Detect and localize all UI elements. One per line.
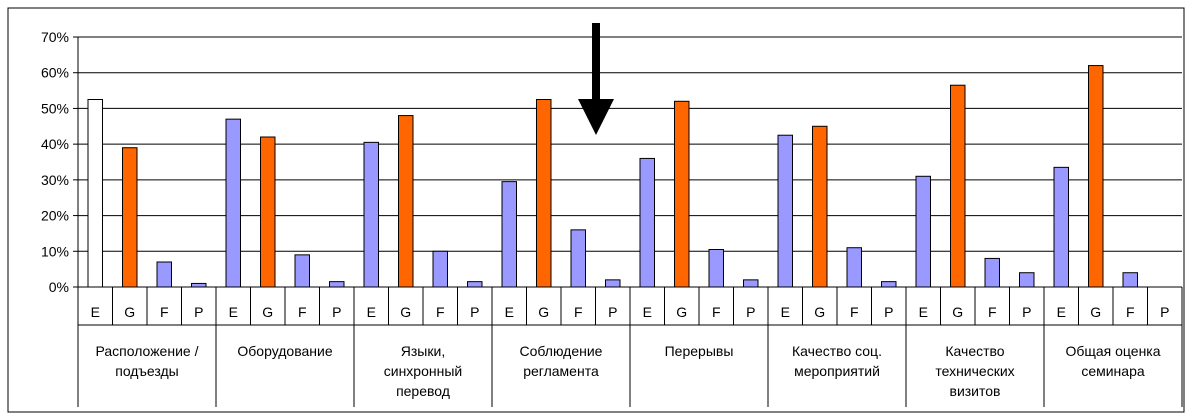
bars bbox=[87, 65, 1138, 288]
x-subcategory-label: G bbox=[262, 304, 273, 320]
x-subcategory-label: P bbox=[1160, 304, 1169, 320]
x-subcategory-label: F bbox=[574, 304, 583, 320]
x-category-label: технических bbox=[935, 363, 1014, 379]
bar bbox=[570, 229, 586, 288]
bar bbox=[156, 261, 172, 288]
x-subcategory-label: F bbox=[160, 304, 169, 320]
bar bbox=[984, 257, 1000, 288]
x-subcategory-label: F bbox=[1126, 304, 1135, 320]
bar bbox=[605, 279, 621, 288]
x-subcategory-label: G bbox=[124, 304, 135, 320]
bar bbox=[329, 281, 345, 288]
bar bbox=[122, 147, 138, 288]
x-subcategory-label: F bbox=[712, 304, 721, 320]
x-subcategory-label: G bbox=[814, 304, 825, 320]
bar bbox=[1122, 272, 1138, 288]
x-category-label: синхронный bbox=[384, 363, 462, 379]
y-tick-label: 40% bbox=[41, 136, 69, 152]
bar bbox=[1088, 65, 1104, 288]
down-arrow-shaft bbox=[592, 23, 600, 99]
y-tick-label: 50% bbox=[41, 100, 69, 116]
x-subcategory-label: P bbox=[884, 304, 893, 320]
x-category-label: Качество bbox=[945, 343, 1004, 359]
x-category-label: регламента bbox=[523, 363, 599, 379]
x-subcategory-label: E bbox=[367, 304, 376, 320]
x-category-label: Языки, bbox=[401, 343, 445, 359]
x-category-label: подъезды bbox=[115, 363, 179, 379]
x-subcategory-label: E bbox=[919, 304, 928, 320]
bar bbox=[881, 281, 897, 288]
x-category-label: Качество соц. bbox=[792, 343, 882, 359]
bar bbox=[432, 250, 448, 288]
bar bbox=[398, 115, 414, 288]
bar bbox=[363, 141, 379, 288]
x-subcategory-label: P bbox=[332, 304, 341, 320]
y-tick-label: 70% bbox=[41, 29, 69, 45]
bar bbox=[743, 279, 759, 288]
bar bbox=[674, 100, 690, 288]
x-subcategory-label: P bbox=[1022, 304, 1031, 320]
x-category-label: перевод bbox=[396, 383, 450, 399]
y-tick-label: 0% bbox=[49, 279, 69, 295]
x-subcategory-label: P bbox=[470, 304, 479, 320]
x-category-label: Оборудование bbox=[237, 343, 332, 359]
x-subcategory-label: E bbox=[1057, 304, 1066, 320]
bar bbox=[87, 99, 103, 288]
x-category-label: Перерывы bbox=[665, 343, 734, 359]
x-subcategory-label: G bbox=[676, 304, 687, 320]
x-subcategory-label: G bbox=[538, 304, 549, 320]
bar bbox=[846, 247, 862, 288]
x-category-label: визитов bbox=[950, 383, 1001, 399]
x-axis: E G F P Расположение / подъезды E G F P Оборудован… bbox=[77, 286, 1183, 407]
bar bbox=[915, 175, 931, 288]
x-category-label: мероприятий bbox=[794, 363, 880, 379]
bar bbox=[1019, 272, 1035, 288]
x-subcategory-label: E bbox=[781, 304, 790, 320]
y-tick-label: 60% bbox=[41, 65, 69, 81]
bar bbox=[536, 99, 552, 288]
bar bbox=[812, 125, 828, 288]
x-subcategory-label: F bbox=[988, 304, 997, 320]
y-tick-label: 10% bbox=[41, 243, 69, 259]
bar bbox=[225, 118, 241, 288]
x-subcategory-label: E bbox=[91, 304, 100, 320]
x-subcategory-label: P bbox=[194, 304, 203, 320]
x-subcategory-label: F bbox=[850, 304, 859, 320]
bar bbox=[260, 136, 276, 288]
x-category-label: Общая оценка bbox=[1065, 343, 1160, 359]
y-tick-label: 30% bbox=[41, 172, 69, 188]
x-category-label: Расположение / bbox=[96, 343, 199, 359]
bar bbox=[950, 84, 966, 288]
bar bbox=[708, 249, 724, 288]
x-subcategory-label: F bbox=[436, 304, 445, 320]
bar bbox=[294, 254, 310, 288]
bar bbox=[501, 181, 517, 288]
y-tick-label: 20% bbox=[41, 208, 69, 224]
x-subcategory-label: G bbox=[952, 304, 963, 320]
bar bbox=[467, 281, 483, 288]
bar bbox=[1053, 166, 1069, 288]
x-subcategory-label: G bbox=[1090, 304, 1101, 320]
x-subcategory-label: F bbox=[298, 304, 307, 320]
x-subcategory-label: G bbox=[400, 304, 411, 320]
y-axis-ticks: 0% 10% 20% 30% 40% 50% 60% 70% bbox=[41, 29, 79, 295]
x-subcategory-label: P bbox=[746, 304, 755, 320]
x-subcategory-label: P bbox=[608, 304, 617, 320]
bar bbox=[191, 282, 207, 288]
annotations bbox=[578, 23, 614, 135]
bar bbox=[639, 157, 655, 288]
down-arrow-head bbox=[578, 99, 614, 135]
x-subcategory-label: E bbox=[643, 304, 652, 320]
bar bbox=[777, 134, 793, 288]
x-subcategory-label: E bbox=[505, 304, 514, 320]
x-subcategory-label: E bbox=[229, 304, 238, 320]
x-category-label: семинара bbox=[1081, 363, 1145, 379]
x-category-label: Соблюдение bbox=[520, 343, 603, 359]
